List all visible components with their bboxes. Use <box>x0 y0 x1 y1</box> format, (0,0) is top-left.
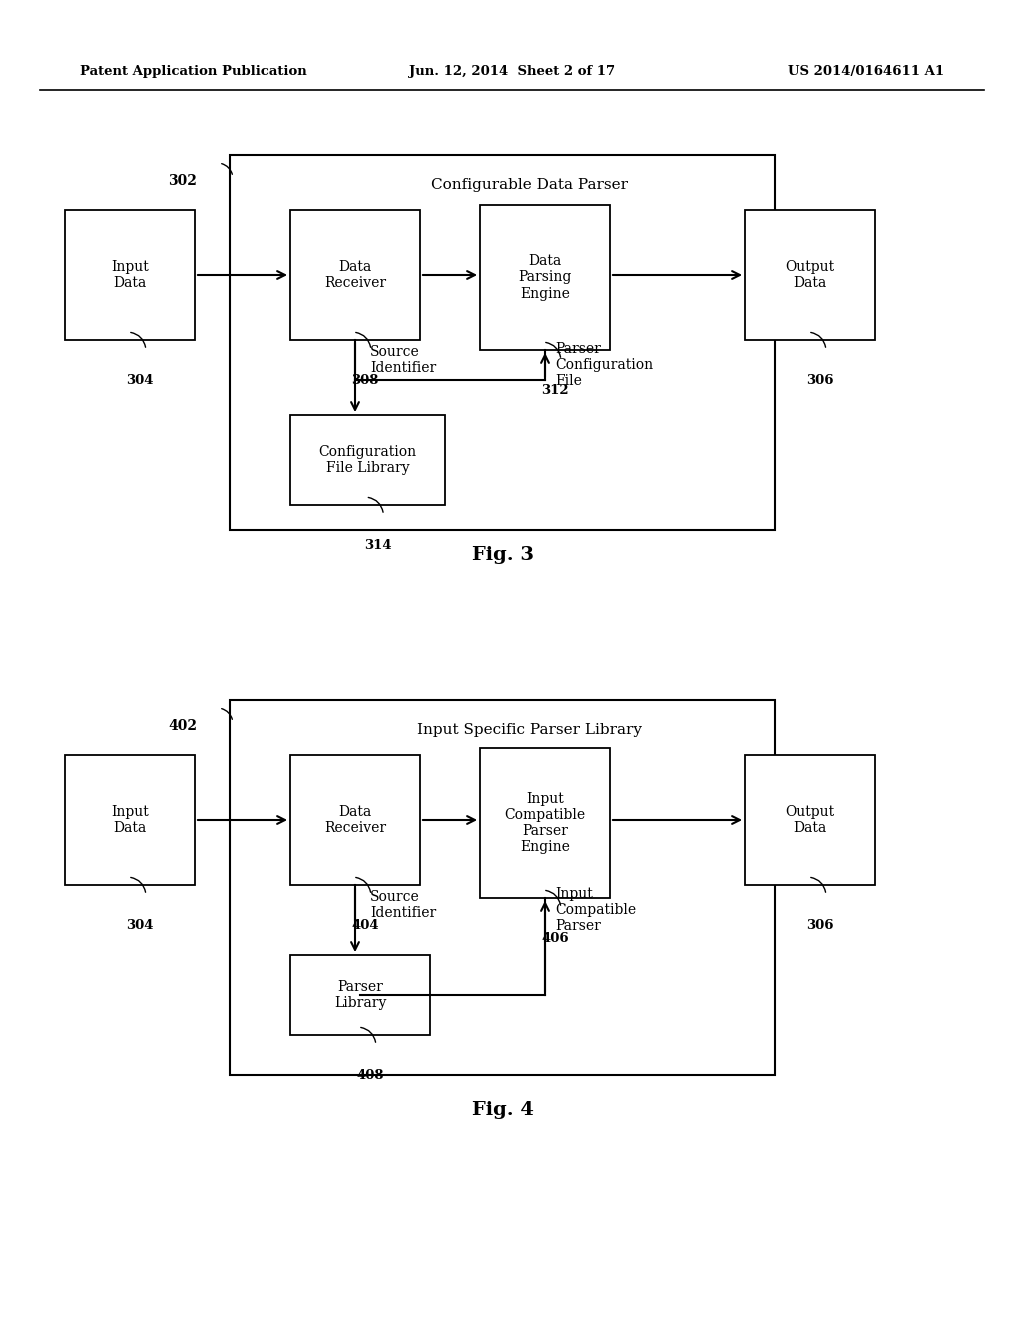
Text: Data
Parsing
Engine: Data Parsing Engine <box>518 255 571 301</box>
Text: Configuration
File Library: Configuration File Library <box>318 445 417 475</box>
Bar <box>230 700 775 1074</box>
Text: Jun. 12, 2014  Sheet 2 of 17: Jun. 12, 2014 Sheet 2 of 17 <box>409 66 615 78</box>
Text: Configurable Data Parser: Configurable Data Parser <box>431 178 629 191</box>
Text: 304: 304 <box>126 919 154 932</box>
Bar <box>230 154 775 531</box>
Text: 406: 406 <box>542 932 568 945</box>
Bar <box>745 755 874 884</box>
Text: Source
Identifier: Source Identifier <box>370 890 436 920</box>
Text: US 2014/0164611 A1: US 2014/0164611 A1 <box>787 66 944 78</box>
Text: 308: 308 <box>351 374 379 387</box>
Text: 306: 306 <box>806 374 834 387</box>
Text: Input
Compatible
Parser: Input Compatible Parser <box>555 887 636 933</box>
Bar <box>290 954 430 1035</box>
Bar <box>290 210 420 341</box>
Bar <box>290 414 445 506</box>
Bar <box>290 755 420 884</box>
Text: Parser
Library: Parser Library <box>334 979 386 1010</box>
Text: 304: 304 <box>126 374 154 387</box>
Text: 306: 306 <box>806 919 834 932</box>
Bar <box>480 205 610 350</box>
Text: Fig. 4: Fig. 4 <box>472 1101 534 1119</box>
Text: Data
Receiver: Data Receiver <box>324 805 386 836</box>
Text: 408: 408 <box>356 1069 384 1082</box>
Text: Input
Data: Input Data <box>112 805 148 836</box>
Text: 312: 312 <box>542 384 568 397</box>
Text: Data
Receiver: Data Receiver <box>324 260 386 290</box>
Text: Fig. 3: Fig. 3 <box>471 546 534 564</box>
Text: Output
Data: Output Data <box>785 260 835 290</box>
Text: Patent Application Publication: Patent Application Publication <box>80 66 307 78</box>
Bar <box>65 755 195 884</box>
Bar <box>745 210 874 341</box>
Text: Source
Identifier: Source Identifier <box>370 345 436 375</box>
Text: 404: 404 <box>351 919 379 932</box>
Text: Parser
Configuration
File: Parser Configuration File <box>555 342 653 388</box>
Text: Input Specific Parser Library: Input Specific Parser Library <box>417 723 642 737</box>
Text: Input
Data: Input Data <box>112 260 148 290</box>
Text: 302: 302 <box>168 174 197 187</box>
Text: Input
Compatible
Parser
Engine: Input Compatible Parser Engine <box>505 792 586 854</box>
Text: 314: 314 <box>364 539 391 552</box>
Bar <box>65 210 195 341</box>
Bar <box>480 748 610 898</box>
Text: 402: 402 <box>168 719 197 733</box>
Text: Output
Data: Output Data <box>785 805 835 836</box>
